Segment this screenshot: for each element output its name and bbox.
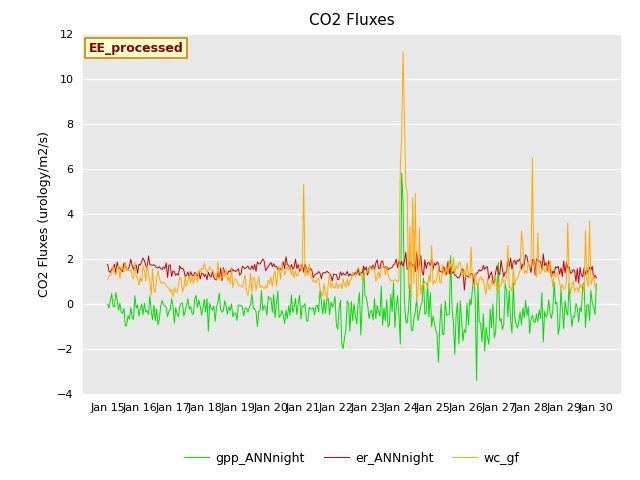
Legend: gpp_ANNnight, er_ANNnight, wc_gf: gpp_ANNnight, er_ANNnight, wc_gf	[179, 447, 525, 469]
Line: gpp_ANNnight: gpp_ANNnight	[108, 173, 596, 381]
Line: er_ANNnight: er_ANNnight	[108, 252, 596, 290]
Line: wc_gf: wc_gf	[108, 52, 596, 302]
Text: EE_processed: EE_processed	[88, 42, 183, 55]
Y-axis label: CO2 Fluxes (urology/m2/s): CO2 Fluxes (urology/m2/s)	[38, 131, 51, 297]
Title: CO2 Fluxes: CO2 Fluxes	[309, 13, 395, 28]
